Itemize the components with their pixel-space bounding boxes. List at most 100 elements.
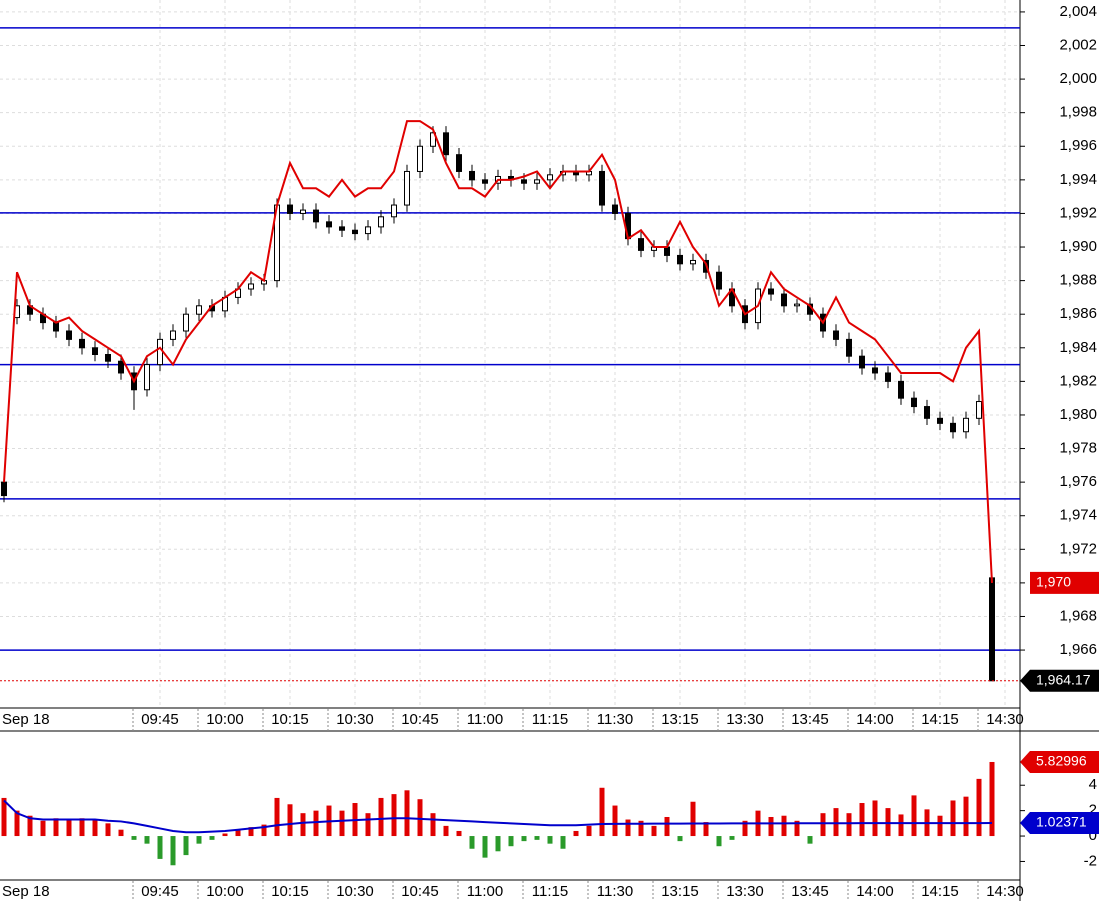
candle-body [170,330,176,340]
histogram-bar [274,797,280,837]
histogram-bar [534,836,540,840]
candle-body [105,354,111,362]
candle-body [677,254,683,265]
x-tick-label: 11:00 [467,711,503,728]
histogram-bar [40,820,46,837]
candle-body [885,372,891,382]
histogram-bar [430,813,436,837]
x-tick-label: 11:15 [532,883,568,900]
candle-body [92,347,98,356]
candle-body [365,226,371,235]
x-tick-label: 13:45 [791,711,829,728]
histogram-bar [651,825,657,837]
y-tick-label: -2 [1084,852,1097,869]
histogram-bar [560,836,566,849]
candle-body [339,226,345,231]
histogram-bar [807,836,813,844]
candle-body [352,229,358,235]
histogram-bar [378,797,384,837]
candle-body [378,216,384,228]
candle-body [313,209,319,223]
x-tick-label: 14:15 [921,711,959,728]
candle-body [794,303,800,307]
candle-body [989,577,995,682]
price-label: 1,970 [1036,574,1071,590]
y-tick-label: 0 [1089,827,1097,844]
histogram-bar [417,799,423,837]
histogram-bar [638,820,644,837]
candle-body [872,367,878,374]
candle-body [690,259,696,265]
candle-body [417,145,423,172]
candle-body [976,401,982,419]
histogram-bar [729,836,735,840]
y-tick-label: 4 [1089,776,1097,793]
candle-body [157,338,163,366]
x-tick-label: 13:45 [791,883,829,900]
y-tick-label: 1,990 [1059,238,1097,255]
candle-body [443,132,449,156]
histogram-bar [443,825,449,837]
histogram-bar [105,823,111,837]
candle-body [79,338,85,349]
x-tick-label: 10:30 [336,711,374,728]
x-tick-label: 13:15 [661,711,699,728]
y-tick-label: 1,992 [1059,204,1097,221]
histogram-bar [976,778,982,837]
candle-body [300,209,306,214]
histogram-bar [248,827,254,837]
candle-body [638,238,644,251]
histogram-bar [170,836,176,866]
price-label: 1,964.17 [1036,671,1091,687]
candle-body [196,305,202,315]
histogram-bar [339,810,345,837]
histogram-bar [482,836,488,858]
candle-body [521,179,527,184]
x-tick-label: 13:30 [726,883,764,900]
x-tick-label: 10:00 [206,711,244,728]
y-tick-label: 1,980 [1059,406,1097,423]
price-label-box [1020,669,1099,692]
histogram-bar [989,761,995,837]
x-tick-label: Sep 18 [2,711,50,728]
histogram-bar [456,830,462,837]
x-tick-label: 09:45 [141,883,179,900]
histogram-bar [781,815,787,837]
price-line [3,120,993,583]
y-tick-label: 1,978 [1059,440,1097,457]
candle-body [53,322,59,332]
candle-body [846,338,852,357]
histogram-bar [846,813,852,837]
histogram-bar [677,836,683,842]
candle-body [391,204,397,218]
x-tick-label: 10:45 [401,883,439,900]
histogram-bar [118,829,124,837]
candle-body [950,422,956,433]
y-tick-label: 1,976 [1059,473,1097,490]
x-tick-label: 11:30 [597,883,633,900]
candle-body [911,397,917,408]
candle-body [859,355,865,369]
histogram-bar [547,836,553,844]
price-label-box [1030,571,1099,594]
candle-body [937,417,943,424]
histogram-bar [820,813,826,837]
candle-body [66,330,72,340]
candle-body [534,179,540,184]
x-tick-label: 11:00 [467,883,503,900]
value-label-box [1020,812,1099,835]
candle-body [1,481,7,497]
histogram-bar [235,829,241,837]
candle-body [898,380,904,399]
histogram-bar [157,836,163,859]
histogram-bar [79,818,85,837]
candle-body [924,406,930,419]
candle-body [482,179,488,184]
histogram-bar [300,813,306,837]
histogram-bar [1,797,7,837]
y-tick-label: 1,972 [1059,540,1097,557]
x-tick-label: 10:15 [271,711,309,728]
candle-body [248,283,254,290]
candle-body [781,293,787,307]
